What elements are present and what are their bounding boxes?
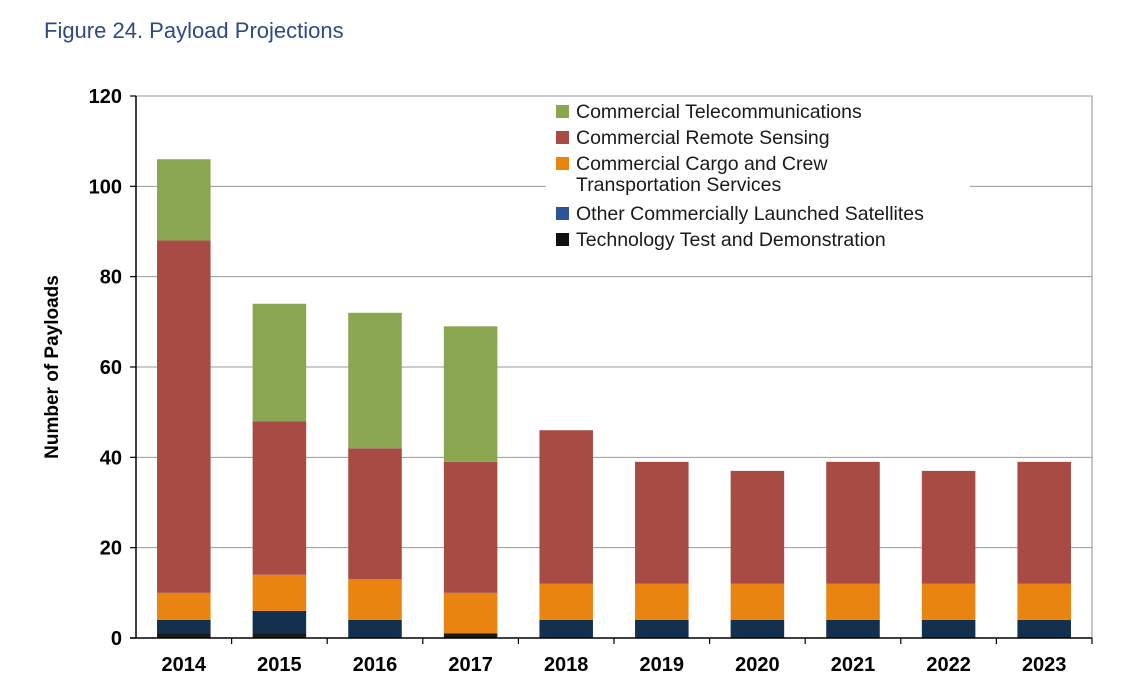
legend-swatch: [556, 105, 569, 118]
legend-swatch: [556, 131, 569, 144]
legend-swatch: [556, 233, 569, 246]
bar-2015-series-0: [252, 633, 307, 638]
bar-2014-series-1: [157, 619, 211, 634]
x-tick-label: 2018: [544, 654, 589, 676]
y-axis-title: Number of Payloads: [42, 275, 63, 459]
y-tick-label: 80: [100, 267, 122, 289]
y-tick-label: 100: [89, 176, 122, 198]
legend-label: Commercial Telecommunications: [576, 101, 862, 123]
bar-2021-series-1: [826, 619, 880, 638]
figure-title: Figure 24. Payload Projections: [44, 18, 344, 43]
bar-2015-series-1: [252, 610, 307, 634]
bars: [157, 159, 1071, 638]
y-tick-label: 60: [100, 357, 122, 379]
bar-2022-series-3: [921, 470, 976, 584]
legend-swatch: [556, 207, 569, 220]
bar-2016-series-1: [348, 619, 402, 638]
x-tick-label: 2017: [448, 654, 493, 676]
x-tick-label: 2021: [831, 654, 876, 676]
bar-2018-series-2: [539, 583, 593, 620]
bar-2017-series-2: [443, 592, 498, 634]
bar-2022-series-1: [921, 619, 976, 638]
x-tick-label: 2019: [640, 654, 685, 676]
bar-2014-series-4: [157, 159, 211, 241]
bar-2019-series-3: [635, 461, 689, 584]
bar-2016-series-2: [348, 579, 402, 620]
axes: 2014 2015 2016 2017 2018 2019 2020 2021 2022 2023…: [42, 86, 1093, 676]
bar-2016-series-4: [348, 312, 402, 449]
y-tick-label: 40: [100, 447, 122, 469]
legend: Commercial Telecommunications Commercial …: [546, 99, 970, 253]
bar-2023-series-3: [1017, 461, 1071, 584]
bar-2022-series-2: [921, 583, 976, 620]
legend-label: Transportation Services: [576, 174, 781, 196]
bar-2014-series-2: [157, 592, 211, 620]
bar-2017-series-4: [443, 326, 498, 462]
x-tick-label: 2015: [257, 654, 302, 676]
bar-2018-series-3: [539, 430, 593, 584]
legend-background: [546, 99, 970, 253]
y-tick-label: 0: [111, 628, 122, 650]
x-tick-label: 2016: [353, 654, 398, 676]
bar-2020-series-2: [730, 583, 785, 620]
bar-2020-series-1: [730, 619, 785, 638]
bar-2015-series-4: [252, 303, 307, 422]
x-tick-label: 2014: [162, 654, 207, 676]
legend-label: Other Commercially Launched Satellites: [576, 203, 924, 225]
x-tick-label: 2022: [926, 654, 971, 676]
bar-2020-series-3: [730, 470, 785, 584]
legend-label: Commercial Remote Sensing: [576, 127, 830, 149]
legend-label: Commercial Cargo and Crew: [576, 153, 828, 175]
bar-2014-series-3: [157, 240, 211, 593]
bar-2019-series-1: [635, 619, 689, 638]
bar-2016-series-3: [348, 448, 402, 580]
bar-2014-series-0: [157, 633, 211, 638]
bar-2023-series-1: [1017, 619, 1071, 638]
bar-2015-series-2: [252, 574, 307, 611]
bar-2018-series-1: [539, 619, 593, 638]
bar-2017-series-3: [443, 461, 498, 593]
bar-2017-series-0: [443, 633, 498, 638]
bar-2021-series-2: [826, 583, 880, 620]
y-tick-label: 20: [100, 538, 122, 560]
bar-2019-series-2: [635, 583, 689, 620]
x-tick-label: 2023: [1022, 654, 1067, 676]
x-tick-label: 2020: [735, 654, 780, 676]
bar-2023-series-2: [1017, 583, 1071, 620]
legend-label: Technology Test and Demonstration: [576, 229, 886, 251]
legend-swatch: [556, 157, 569, 170]
bar-2015-series-3: [252, 421, 307, 575]
bar-2021-series-3: [826, 461, 880, 584]
y-tick-label: 120: [89, 86, 122, 108]
